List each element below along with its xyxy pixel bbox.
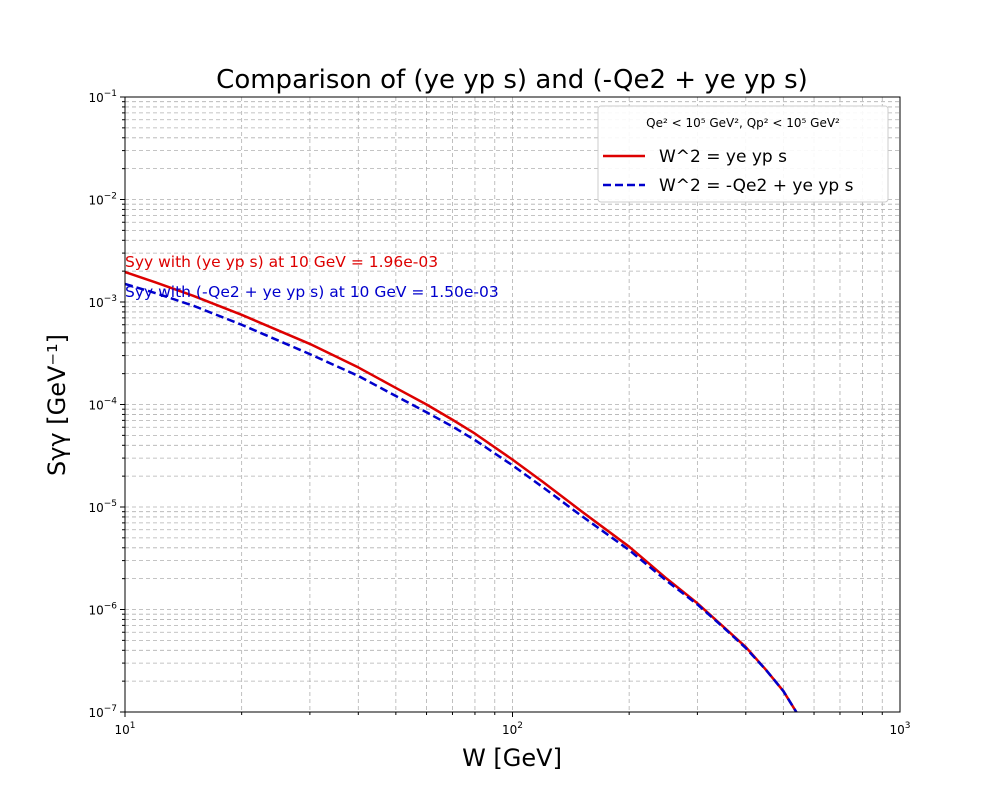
legend-entry-blue: W^2 = -Qe2 + ye yp s [659,176,854,196]
y-tick-label: 10−2 [88,192,117,208]
grid [124,96,900,713]
chart-title: Comparison of (ye yp s) and (-Qe2 + ye y… [216,65,808,95]
series-layer [125,270,798,712]
x-tick-label: 101 [114,721,135,737]
axis-ticks: 101 102 103 10−7 10−6 10−5 10−4 10−3 10−2 10−1 [88,89,910,737]
y-tick-label: 10−3 [88,294,117,310]
legend-title: Qe² < 10⁵ GeV², Qp² < 10⁵ GeV² [646,116,840,130]
y-tick-label: 10−6 [88,602,117,618]
x-axis-label: W [GeV] [462,744,562,772]
annotation-blue: Syy with (-Qe2 + ye yp s) at 10 GeV = 1.… [125,283,499,301]
legend: Qe² < 10⁵ GeV², Qp² < 10⁵ GeV² W^2 = ye … [597,105,889,203]
y-tick-label: 10−5 [88,499,117,515]
series-line-1 [125,282,798,712]
y-tick-label: 10−1 [88,89,117,105]
x-tick-label: 103 [889,721,910,737]
legend-box [597,105,889,203]
x-tick-label: 102 [502,721,523,737]
y-axis-label: Sγγ [GeV⁻¹] [43,334,71,476]
legend-entry-red: W^2 = ye yp s [659,147,787,167]
y-tick-label: 10−4 [88,397,117,413]
y-tick-label: 10−7 [88,704,117,720]
annotation-red: Syy with (ye yp s) at 10 GeV = 1.96e-03 [125,253,438,271]
